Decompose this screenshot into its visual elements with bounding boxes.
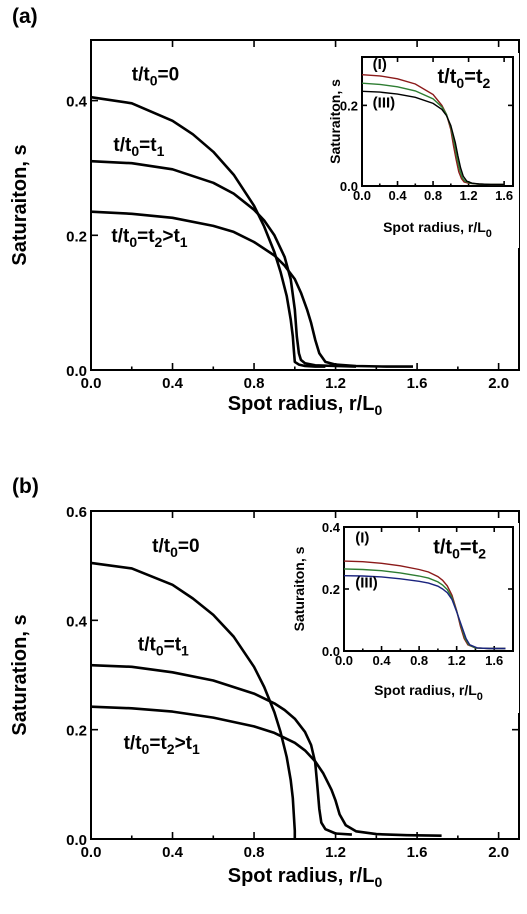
x-tick-label: 0.0: [81, 844, 102, 861]
x-tick-label: 1.6: [407, 375, 428, 392]
curve-annotation-3: t/t0=t2>t1: [124, 733, 200, 757]
inset-background: [292, 523, 519, 713]
x-tick-label: 0.8: [244, 375, 265, 392]
x-tick-label: 1.2: [325, 844, 346, 861]
y-tick-label: 0.0: [66, 363, 87, 380]
inset-x-tick-label: 0.8: [424, 188, 442, 203]
inset-x-tick-label: 0.0: [335, 653, 353, 668]
x-tick-label: 0.8: [244, 844, 265, 861]
x-tick-label: 1.2: [325, 375, 346, 392]
inset-x-tick-label: 0.0: [353, 188, 371, 203]
inset-y-axis-label: Saturaiton, s: [327, 79, 343, 164]
inset-x-tick-label: 1.6: [485, 653, 503, 668]
x-tick-label: 2.0: [488, 844, 509, 861]
curve-annotation-1: t/t0=0: [132, 64, 179, 88]
x-tick-label: 1.6: [407, 844, 428, 861]
y-tick-label: 0.4: [66, 94, 88, 111]
panel-label: (a): [12, 5, 38, 28]
inset-y-tick-label: 0.2: [322, 582, 340, 597]
curve-annotation-3: t/t0=t2>t1: [111, 226, 187, 250]
inset-x-axis-label: Spot radius, r/L0: [374, 682, 483, 703]
inset-annotation-1: (I): [355, 530, 369, 547]
inset-annotation-3: t/t0=t2: [433, 536, 486, 561]
y-tick-label: 0.4: [66, 613, 88, 630]
inset-plot-frame: [361, 56, 514, 187]
inset-x-tick-label: 1.2: [460, 188, 478, 203]
inset-chart: 0.0 0.4 0.8 1.2 1.6 0.0 0.2 0.4 (I) (III) t/t0=t2 S…: [291, 520, 519, 713]
x-axis-label: Spot radius, r/L0: [228, 865, 383, 890]
inset-y-tick-label: 0.4: [322, 520, 341, 535]
y-axis-label: Saturation, s: [9, 614, 31, 735]
curve-annotation-1: t/t0=0: [152, 536, 199, 560]
y-axis-label: Saturaiton, s: [9, 144, 31, 265]
inset-x-axis-label: Spot radius, r/L0: [383, 219, 492, 240]
panel-label: (b): [12, 475, 39, 498]
inset-y-tick-label: 0.2: [340, 98, 358, 113]
x-tick-label: 0.0: [81, 375, 102, 392]
inset-y-tick-label: 0.0: [322, 644, 340, 659]
inset-x-tick-label: 1.2: [448, 653, 466, 668]
curve-annotation-2: t/t0=t1: [138, 634, 189, 658]
inset-annotation-2: (III): [373, 94, 396, 111]
inset-annotation-3: t/t0=t2: [438, 66, 491, 91]
inset-x-tick-label: 0.4: [388, 188, 407, 203]
x-tick-label: 0.4: [162, 375, 184, 392]
chart-panel-a: (a) 0.0 0.4 0.8 1.2 1.6 2.0 0.0 0.2 0.4 t/t0=0 t/t0…: [9, 5, 520, 418]
inset-annotation-2: (III): [355, 574, 378, 591]
y-tick-label: 0.2: [66, 723, 87, 740]
series-line-3: [90, 705, 442, 837]
y-tick-label: 0.6: [66, 504, 87, 521]
inset-background: [310, 53, 519, 248]
inset-chart: 0.0 0.4 0.8 1.2 1.6 0.0 0.2 (I) (III) t/t0=t2 Satu…: [310, 53, 519, 248]
inset-y-tick-label: 0.0: [340, 179, 358, 194]
x-tick-label: 0.4: [162, 844, 184, 861]
inset-annotation-1: (I): [373, 56, 387, 73]
inset-y-axis-label: Saturaiton, s: [291, 546, 307, 631]
y-tick-label: 0.0: [66, 832, 87, 849]
x-tick-label: 2.0: [488, 375, 509, 392]
inset-x-tick-label: 0.4: [373, 653, 392, 668]
y-tick-label: 0.2: [66, 228, 87, 245]
chart-panel-b: (b) 0.0 0.4 0.8 1.2 1.6 2.0 0.0 0.2 0.4 0.6 t/t0=0 t…: [9, 475, 520, 890]
series-line-2: [90, 663, 352, 836]
curve-annotation-2: t/t0=t1: [113, 135, 164, 159]
series-line-1: [90, 561, 297, 839]
x-axis-label: Spot radius, r/L0: [228, 393, 383, 418]
inset-x-tick-label: 1.6: [495, 188, 513, 203]
series-line-1: [90, 95, 326, 368]
inset-series-line-3: [361, 90, 505, 186]
series-line-3: [90, 210, 413, 368]
inset-series-line-3: [343, 575, 506, 650]
inset-x-tick-label: 0.8: [410, 653, 428, 668]
